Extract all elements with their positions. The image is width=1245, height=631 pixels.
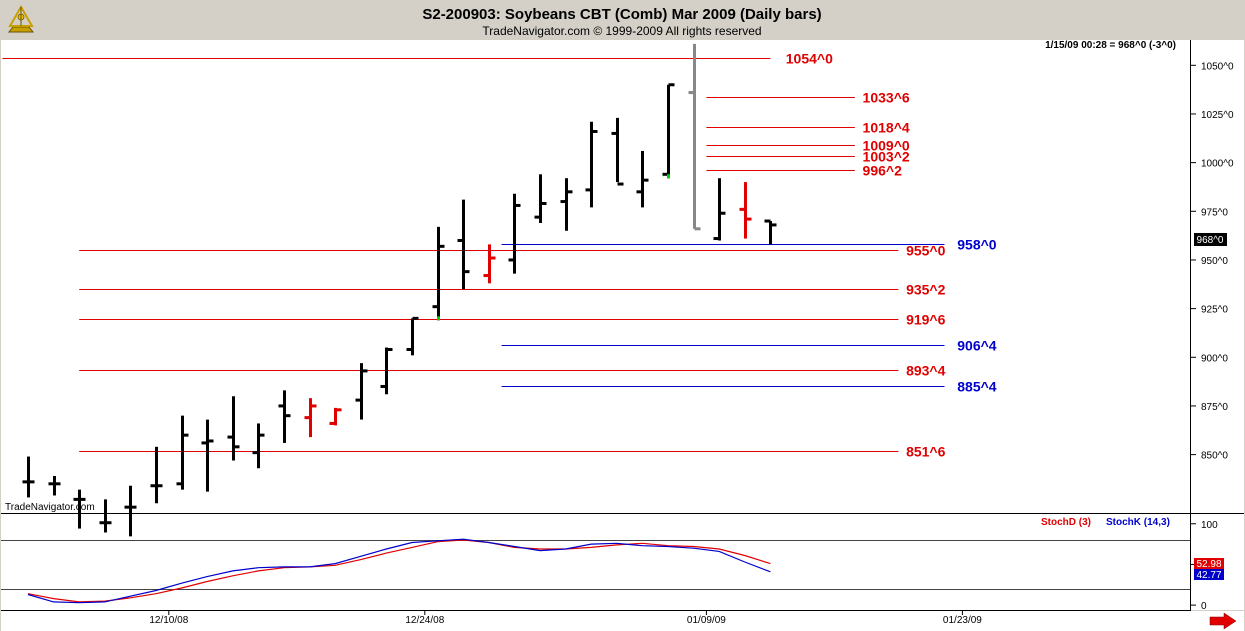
y-tick-label: 900^0 (1201, 353, 1228, 364)
y-tick-label: 975^0 (1201, 207, 1228, 218)
y-tick-label: 950^0 (1201, 256, 1228, 267)
y-tick-label: 1025^0 (1201, 110, 1234, 121)
y-tick-label: 925^0 (1201, 305, 1228, 316)
ohlc-bar (150, 446, 163, 504)
ohlc-bar (252, 423, 265, 469)
stochastic-lines (27, 538, 771, 604)
stochk-value: 42.77 (1196, 570, 1221, 581)
y-tick-label: 850^0 (1201, 451, 1228, 462)
level-label: 958^0 (957, 237, 997, 253)
level-label: 1003^2 (863, 149, 910, 165)
x-tick-label: 01/09/09 (687, 615, 726, 626)
level-label: 996^2 (863, 163, 903, 179)
ohlc-bar (227, 396, 240, 461)
level-label: 851^6 (906, 444, 946, 460)
x-tick-label: 12/10/08 (149, 615, 188, 626)
price-bars (22, 43, 777, 537)
legend-stochd: StochD (3) (1041, 517, 1091, 528)
ohlc-bar (483, 244, 496, 284)
x-tick-label: 01/23/09 (943, 615, 982, 626)
y-tick-label: 1000^0 (1201, 159, 1234, 170)
level-label: 1054^0 (786, 51, 833, 67)
ohlc-bar (432, 226, 445, 321)
date-axis: 12/10/08 12/24/08 01/09/09 01/23/09 (149, 611, 982, 626)
ind-tick-label: 0 (1201, 601, 1207, 612)
status-readout: 1/15/09 00:28 = 968^0 (-3^0) (1045, 40, 1176, 51)
price-axis: 850^0 875^0 900^0 925^0 950^0 975^0 1000^0 1025… (1191, 61, 1234, 462)
level-label: 955^0 (906, 243, 946, 259)
ohlc-bar (329, 407, 342, 426)
right-arrow-icon[interactable] (1209, 612, 1237, 630)
y-tick-label: 875^0 (1201, 402, 1228, 413)
ohlc-bar (278, 390, 291, 443)
ohlc-bar (406, 316, 419, 356)
ohlc-bar (585, 121, 598, 208)
watermark: TradeNavigator.com (5, 502, 95, 513)
ohlc-bar (688, 43, 701, 231)
ohlc-bar (201, 419, 214, 492)
ohlc-bar (508, 193, 521, 274)
ohlc-bar (304, 398, 317, 438)
ohlc-bar (73, 489, 86, 529)
last-price-tag-box (1194, 233, 1227, 246)
copyright-text: TradeNavigator.com © 1999-2009 All right… (482, 24, 761, 38)
ind-tick-label: 100 (1201, 520, 1218, 531)
level-label: 935^2 (906, 282, 946, 298)
x-tick-label: 12/24/08 (405, 615, 444, 626)
ohlc-bar (764, 219, 777, 245)
level-label: 893^4 (906, 363, 946, 379)
series-line (27, 538, 771, 604)
stochk-value-box (1194, 569, 1224, 580)
ohlc-bar (534, 174, 547, 223)
ohlc-bar (636, 150, 649, 208)
legend-stochk: StochK (14,3) (1106, 517, 1170, 528)
ohlc-bar (457, 199, 470, 290)
last-price-tag: 968^0 (1197, 235, 1224, 246)
ohlc-bar (380, 347, 393, 395)
stochd-value: 52.98 (1196, 559, 1221, 570)
stochd-value-box (1194, 558, 1224, 570)
ohlc-bar (355, 363, 368, 420)
price-axis-area[interactable] (1191, 40, 1244, 513)
level-label: 919^6 (906, 312, 946, 328)
ohlc-bar (662, 83, 675, 179)
level-label: 885^4 (957, 379, 997, 395)
ohlc-bar (48, 476, 61, 496)
ohlc-bar (739, 182, 752, 239)
series-line (27, 539, 771, 603)
ohlc-bar (713, 178, 726, 241)
indicator-plot-area[interactable] (1, 514, 1190, 610)
price-plot-area[interactable] (1, 40, 1190, 513)
ohlc-bar (124, 485, 137, 537)
chart-title: S2-200903: Soybeans CBT (Comb) Mar 2009 … (422, 6, 821, 23)
ohlc-bar (22, 456, 35, 498)
y-tick-label: 1050^0 (1201, 61, 1234, 72)
level-label: 1009^0 (863, 138, 910, 154)
ohlc-bar (611, 117, 624, 186)
date-axis-area[interactable] (1, 611, 1244, 631)
ohlc-bar (176, 415, 189, 490)
ohlc-bar (560, 178, 573, 231)
sextant-icon[interactable] (7, 5, 35, 33)
level-label: 1018^4 (863, 120, 910, 136)
level-label: 1033^6 (863, 90, 910, 106)
ohlc-bar (99, 499, 112, 533)
level-label: 906^4 (957, 338, 997, 354)
